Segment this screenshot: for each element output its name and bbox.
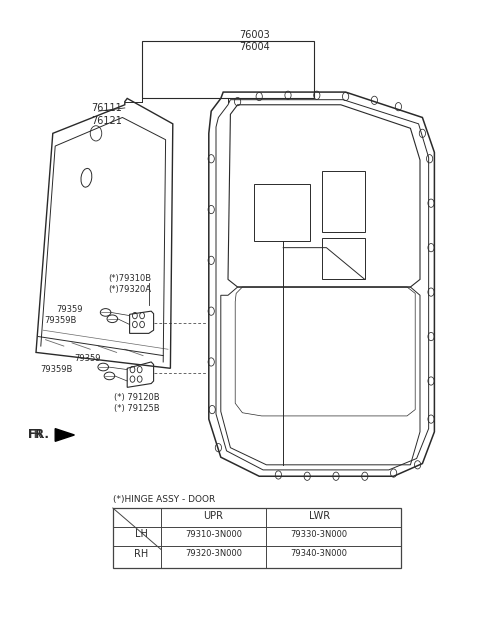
Text: (*)79310B
(*)79320A: (*)79310B (*)79320A <box>108 274 151 294</box>
Text: 79359: 79359 <box>74 354 100 363</box>
Text: 79359B: 79359B <box>40 365 72 374</box>
Text: FR.: FR. <box>28 429 50 441</box>
Polygon shape <box>55 429 74 441</box>
Text: UPR: UPR <box>204 511 224 521</box>
Text: 79359B: 79359B <box>44 316 76 324</box>
Text: 76003
76004: 76003 76004 <box>239 30 270 53</box>
Text: FR.: FR. <box>28 429 46 441</box>
Text: 79310-3N000: 79310-3N000 <box>185 530 242 538</box>
Text: 79359: 79359 <box>57 305 83 314</box>
Text: LWR: LWR <box>309 511 330 521</box>
Text: 79340-3N000: 79340-3N000 <box>291 549 348 558</box>
Text: 79330-3N000: 79330-3N000 <box>290 530 348 538</box>
Text: (*)HINGE ASSY - DOOR: (*)HINGE ASSY - DOOR <box>113 495 215 504</box>
Text: LH: LH <box>135 529 148 539</box>
Text: 79320-3N000: 79320-3N000 <box>185 549 242 558</box>
Text: 76111
76121: 76111 76121 <box>91 103 122 126</box>
Text: RH: RH <box>134 549 149 559</box>
Text: (*) 79120B
(*) 79125B: (*) 79120B (*) 79125B <box>114 393 160 413</box>
